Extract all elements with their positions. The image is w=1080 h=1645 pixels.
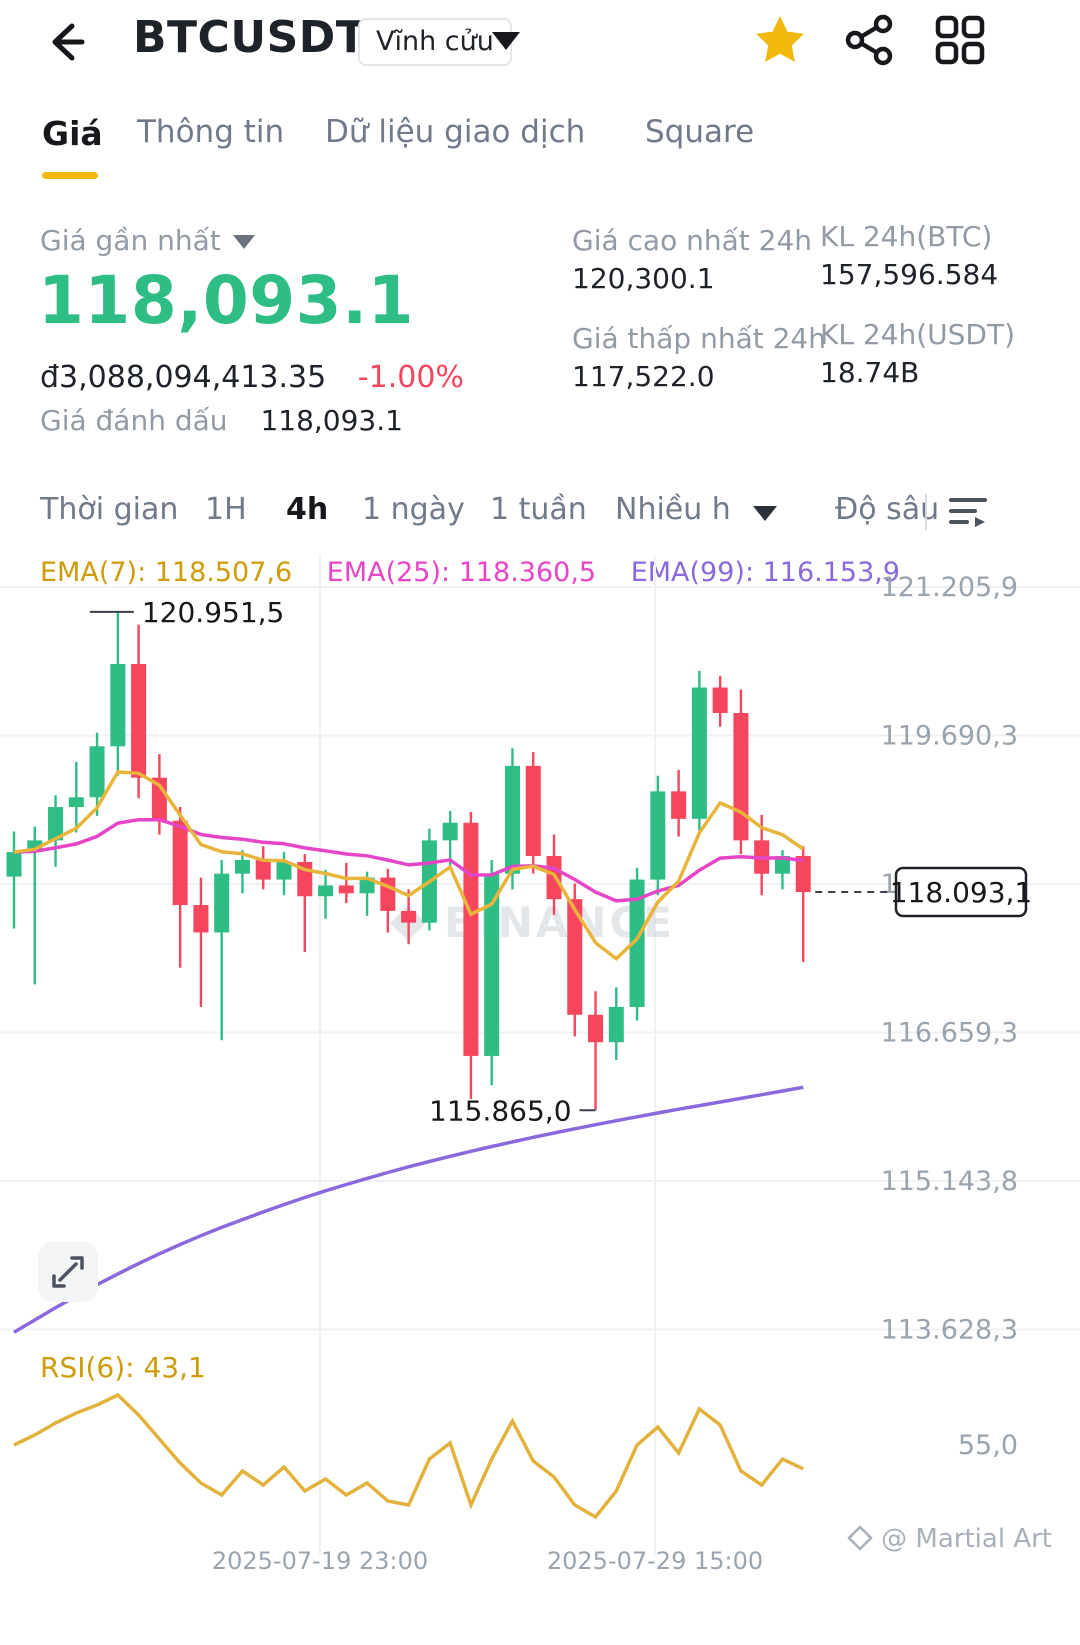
tab-trading-data[interactable]: Dữ liệu giao dịch [325, 114, 586, 150]
active-tab-indicator [42, 172, 98, 179]
chevron-down-icon [232, 235, 255, 249]
share-icon[interactable] [842, 12, 898, 68]
grid-menu-icon[interactable] [932, 12, 988, 68]
svg-text:115.865,0: 115.865,0 [429, 1094, 572, 1127]
tab-square[interactable]: Square [645, 114, 755, 150]
interval-4h[interactable]: 4h [286, 492, 329, 527]
ema7-legend: EMA(7): 118.507,6 [40, 557, 293, 588]
pair-title: BTCUSDT [133, 12, 367, 63]
header: BTCUSDT Vĩnh cửu [0, 0, 1080, 85]
svg-text:118.093,1: 118.093,1 [890, 876, 1033, 909]
chart-settings-icon[interactable] [945, 488, 991, 542]
mark-price-value: 118,093.1 [260, 404, 403, 437]
mark-price-row: Giá đánh dấu 118,093.1 [40, 404, 403, 437]
divider [925, 494, 927, 530]
svg-text:113.628,3: 113.628,3 [881, 1315, 1018, 1346]
svg-text:RSI(6): 43,1: RSI(6): 43,1 [40, 1351, 206, 1384]
interval-1w[interactable]: 1 tuần [490, 492, 587, 527]
volume-usdt-label: KL 24h(USDT) [820, 318, 1016, 351]
volume-btc-value: 157,596.584 [820, 258, 999, 291]
mark-price-label: Giá đánh dấu [40, 404, 228, 437]
ema99-legend: EMA(99): 116.153,9 [630, 557, 901, 588]
svg-text:115.143,8: 115.143,8 [881, 1166, 1018, 1197]
svg-text:116.659,3: 116.659,3 [881, 1018, 1018, 1049]
watermark-credit: @ Martial Art [847, 1524, 1052, 1554]
interval-1d[interactable]: 1 ngày [362, 492, 465, 527]
last-price-label: Giá gần nhất [40, 224, 221, 257]
svg-text:121.205,9: 121.205,9 [881, 572, 1018, 603]
back-icon[interactable] [38, 14, 94, 70]
last-price-value: 118,093.1 [38, 262, 415, 339]
tab-bar: Giá Thông tin Dữ liệu giao dịch Square [0, 100, 1080, 190]
last-price-selector[interactable]: Giá gần nhất [40, 224, 255, 257]
svg-text:119.690,3: 119.690,3 [881, 721, 1018, 752]
svg-text:2025-07-29 15:00: 2025-07-29 15:00 [547, 1547, 763, 1575]
change-percent: -1.00% [357, 360, 464, 395]
svg-text:2025-07-19 23:00: 2025-07-19 23:00 [212, 1547, 428, 1575]
interval-1h[interactable]: 1H [205, 492, 247, 527]
svg-text:120.951,5: 120.951,5 [142, 596, 285, 629]
chevron-down-icon[interactable] [492, 32, 520, 50]
fiat-value-row: đ3,088,094,413.35 -1.00% [40, 360, 464, 395]
high-24h-value: 120,300.1 [572, 262, 715, 295]
favorite-star-icon[interactable] [752, 12, 808, 68]
contract-type-badge[interactable]: Vĩnh cửu [358, 18, 512, 66]
volume-btc-label: KL 24h(BTC) [820, 220, 993, 253]
volume-usdt-value: 18.74B [820, 356, 920, 389]
interval-depth[interactable]: Độ sâu [835, 492, 940, 527]
high-24h-label: Giá cao nhất 24h [572, 224, 813, 257]
interval-bar: Thời gian 1H 4h 1 ngày 1 tuần Nhiều h Độ… [0, 486, 1080, 542]
low-24h-label: Giá thấp nhất 24h [572, 322, 826, 355]
ema25-legend: EMA(25): 118.360,5 [326, 557, 597, 588]
interval-more[interactable]: Nhiều h [615, 492, 731, 527]
tab-price[interactable]: Giá [42, 114, 103, 153]
fiat-value: đ3,088,094,413.35 [40, 360, 327, 395]
tab-info[interactable]: Thông tin [137, 114, 285, 150]
svg-text:55,0: 55,0 [958, 1430, 1018, 1461]
candlestick-chart[interactable]: 121.205,9119.690,3118.174,8116.659,3115.… [0, 555, 1080, 1580]
interval-time[interactable]: Thời gian [40, 492, 179, 527]
low-24h-value: 117,522.0 [572, 360, 715, 393]
expand-chart-button[interactable] [38, 1242, 98, 1302]
chevron-down-icon[interactable] [753, 506, 777, 521]
indicator-legend[interactable]: EMA(7): 118.507,6 EMA(25): 118.360,5 EMA… [40, 557, 926, 588]
